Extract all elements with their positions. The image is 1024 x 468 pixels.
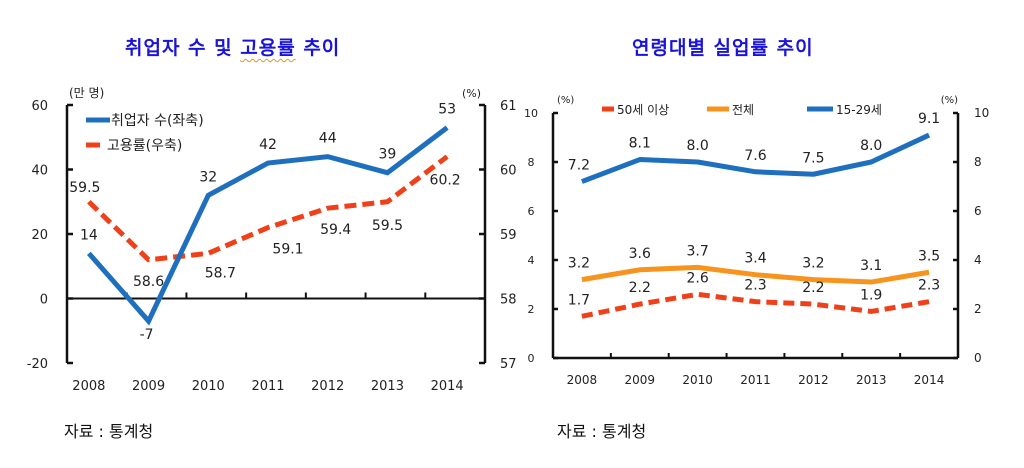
data-label-age-50-plus: 2.3 xyxy=(918,278,940,294)
legend-label-employed-count: 취업자 수(좌축) xyxy=(111,113,204,129)
right-y-tick-label: 2 xyxy=(974,302,982,316)
right-axis-unit: (%) xyxy=(462,87,481,100)
data-label-age-50-plus: 2.2 xyxy=(802,280,824,296)
title-part-spellcheck: 고용률 xyxy=(240,37,296,59)
legend-label-age-50-plus: 50세 이상 xyxy=(617,103,669,117)
data-label-total: 3.5 xyxy=(918,248,940,264)
x-tick-label: 2014 xyxy=(914,373,945,387)
data-label-age-50-plus: 1.7 xyxy=(568,292,590,308)
x-tick-label: 2008 xyxy=(567,373,598,387)
x-tick-label: 2010 xyxy=(192,379,225,394)
left-y-tick-label: 4 xyxy=(528,254,535,267)
data-label-employed-count: 14 xyxy=(80,227,98,243)
data-label-total: 3.4 xyxy=(744,251,766,267)
x-tick-label: 2012 xyxy=(311,379,344,394)
right-y-tick-label: 60 xyxy=(500,164,517,179)
data-label-employed-count: -7 xyxy=(140,327,154,343)
right-y-tick-label: 58 xyxy=(500,293,517,308)
left-axis-unit: (만 명) xyxy=(69,86,104,100)
data-label-employed-count: 42 xyxy=(259,137,277,153)
data-label-age-50-plus: 2.2 xyxy=(629,280,651,296)
x-tick-label: 2011 xyxy=(251,379,284,394)
right-y-tick-label: 4 xyxy=(974,253,982,267)
data-label-age-15-29: 7.5 xyxy=(802,150,824,166)
data-label-total: 3.2 xyxy=(568,256,590,272)
data-label-age-15-29: 8.0 xyxy=(860,138,882,154)
data-label-age-50-plus: 2.3 xyxy=(744,278,766,294)
source-note-right: 자료 : 통계청 xyxy=(557,422,647,441)
title-part: 취업자 수 및 xyxy=(125,37,241,59)
right-y-tick-label: 61 xyxy=(500,99,517,114)
left-y-tick-label: 60 xyxy=(31,99,48,114)
title-part: 추이 xyxy=(295,37,341,59)
left-y-tick-label: 8 xyxy=(528,156,535,169)
data-label-employed-count: 53 xyxy=(438,102,456,118)
data-label-age-15-29: 8.0 xyxy=(687,138,709,154)
data-label-age-15-29: 7.2 xyxy=(568,158,590,174)
legend-label-age-15-29: 15-29세 xyxy=(836,103,882,117)
right-y-tick-label: 8 xyxy=(974,155,982,169)
data-label-employment-rate: 59.5 xyxy=(69,180,100,196)
x-tick-label: 2009 xyxy=(132,379,165,394)
left-y-tick-label: 20 xyxy=(31,228,48,243)
data-label-age-15-29: 7.6 xyxy=(744,148,766,164)
left-axis-unit: (%) xyxy=(557,95,574,106)
legend-label-employment-rate: 고용률(우축) xyxy=(107,138,182,154)
data-label-employment-rate: 59.4 xyxy=(320,222,351,238)
data-label-employed-count: 32 xyxy=(199,169,217,185)
legend-label-total: 전체 xyxy=(732,103,754,117)
series-line-employed-count xyxy=(86,125,449,326)
data-label-employed-count: 44 xyxy=(319,131,337,147)
left-y-tick-label: 6 xyxy=(528,205,535,218)
right-axis-unit: (%) xyxy=(941,95,958,106)
x-tick-label: 2008 xyxy=(72,379,105,394)
data-label-total: 3.1 xyxy=(860,258,882,274)
chart-title-unemployment: 연령대별 실업률 추이 xyxy=(632,37,814,59)
right-y-tick-label: 10 xyxy=(974,106,989,120)
left-y-tick-label: 0 xyxy=(528,352,535,365)
left-y-tick-label: 10 xyxy=(524,107,538,120)
data-label-employment-rate: 58.6 xyxy=(133,274,164,290)
x-tick-label: 2011 xyxy=(740,373,771,387)
data-label-total: 3.2 xyxy=(802,256,824,272)
left-y-tick-label: 2 xyxy=(528,303,535,316)
x-tick-label: 2013 xyxy=(856,373,887,387)
left-y-tick-label: 0 xyxy=(40,293,48,308)
source-note-left: 자료 : 통계청 xyxy=(64,422,154,441)
series-line-employment-rate xyxy=(87,154,449,263)
data-label-employment-rate: 59.1 xyxy=(272,242,303,258)
chart-title-employment: 취업자 수 및 고용률 추이 xyxy=(125,33,340,60)
x-tick-label: 2012 xyxy=(798,373,829,387)
data-label-age-15-29: 8.1 xyxy=(629,136,651,152)
data-label-total: 3.6 xyxy=(629,246,651,262)
data-label-age-50-plus: 2.6 xyxy=(687,270,709,286)
series-line-total xyxy=(581,264,930,285)
data-label-age-50-plus: 1.9 xyxy=(860,287,882,303)
right-y-tick-label: 59 xyxy=(500,228,517,243)
right-y-tick-label: 6 xyxy=(974,204,982,218)
right-y-tick-label: 0 xyxy=(974,351,982,365)
left-y-tick-label: 40 xyxy=(31,164,48,179)
series-line-age-50-plus xyxy=(581,291,930,319)
data-label-total: 3.7 xyxy=(687,243,709,259)
x-tick-label: 2010 xyxy=(682,373,713,387)
data-label-employment-rate: 60.2 xyxy=(430,173,461,189)
data-label-employed-count: 39 xyxy=(379,147,397,163)
data-label-employment-rate: 58.7 xyxy=(205,265,236,281)
x-tick-label: 2013 xyxy=(371,379,404,394)
left-y-tick-label: -20 xyxy=(27,357,48,372)
x-tick-label: 2014 xyxy=(431,379,464,394)
x-tick-label: 2009 xyxy=(625,373,656,387)
right-y-tick-label: 57 xyxy=(500,357,517,372)
data-label-employment-rate: 59.5 xyxy=(372,218,403,234)
data-label-age-15-29: 9.1 xyxy=(918,111,940,127)
series-line-age-15-29 xyxy=(581,132,931,184)
